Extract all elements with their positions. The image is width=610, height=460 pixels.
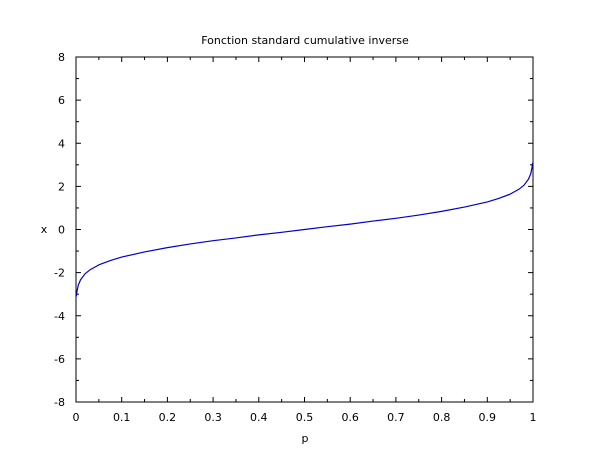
- x-tick-label: 0.9: [479, 411, 497, 424]
- series-layer: [75, 162, 534, 297]
- x-axis-title: p: [302, 432, 309, 445]
- x-tick-label: 0.1: [113, 411, 131, 424]
- series-line: [75, 162, 534, 297]
- y-tick-label: 2: [58, 180, 65, 193]
- x-tick-label: 0.3: [204, 411, 222, 424]
- x-tick-label: 0.8: [433, 411, 451, 424]
- x-tick-label: 0: [73, 411, 80, 424]
- x-tick-label: 0.7: [387, 411, 405, 424]
- y-tick-label: -8: [54, 396, 65, 409]
- axis-ticks: [75, 56, 534, 403]
- y-tick-label: -6: [54, 353, 65, 366]
- x-tick-label: 0.4: [250, 411, 268, 424]
- y-axis-title: x: [41, 223, 48, 236]
- tick-labels: 0 0.1 0.2 0.3 0.4 0.5 0.6 0.7 0.8 0.9 1 -8 -6 -4 -2 0 2 4…: [54, 51, 536, 424]
- x-tick-label: 0.5: [296, 411, 314, 424]
- y-tick-label: -2: [54, 267, 65, 280]
- x-tick-label: 0.2: [159, 411, 177, 424]
- chart-title: Fonction standard cumulative inverse: [201, 34, 409, 47]
- x-tick-label: 0.6: [341, 411, 359, 424]
- y-tick-label: -4: [54, 310, 65, 323]
- y-tick-label: 8: [58, 51, 65, 64]
- y-tick-label: 4: [58, 137, 65, 150]
- x-tick-label: 1: [530, 411, 537, 424]
- y-tick-label: 0: [58, 224, 65, 237]
- y-tick-label: 6: [58, 94, 65, 107]
